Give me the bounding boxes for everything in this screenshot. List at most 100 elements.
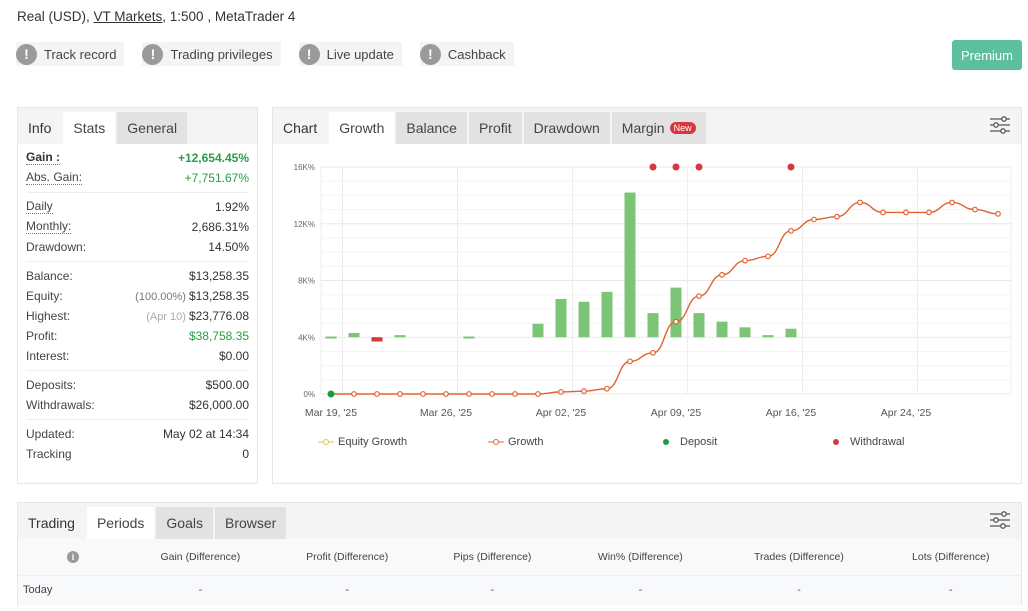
legend-deposit[interactable]: Deposit: [658, 436, 828, 448]
chart-legend: Equity Growth Growth Deposit Withdrawal: [318, 436, 904, 448]
deposits-row: Deposits: $500.00: [26, 375, 249, 395]
growth-point: [604, 385, 610, 392]
legend-equity-growth[interactable]: Equity Growth: [318, 436, 488, 448]
monthly-label[interactable]: Monthly:: [26, 219, 72, 234]
monthly-row: Monthly: 2,686.31%: [26, 217, 249, 237]
periods-table: i Gain (Difference) Profit (Difference) …: [18, 539, 1021, 605]
badge-label: Cashback: [447, 46, 506, 62]
premium-button[interactable]: Premium: [952, 40, 1022, 70]
withdrawal-marker: [695, 163, 703, 171]
withdrawal-marker: [649, 163, 657, 171]
divider: [26, 419, 249, 420]
tab-trading[interactable]: Trading: [28, 515, 75, 531]
column-trades[interactable]: Trades (Difference): [717, 539, 881, 575]
y-tick-label: 16K%: [294, 163, 315, 172]
growth-point: [397, 391, 403, 397]
drawdown-value: 14.50%: [208, 240, 249, 254]
daily-row: Daily 1.92%: [26, 197, 249, 217]
table-cell: -: [421, 574, 564, 605]
y-tick-label: 8K%: [298, 277, 315, 286]
column-profit[interactable]: Profit (Difference): [272, 539, 422, 575]
badge-trading-privileges[interactable]: ! Trading privileges: [142, 42, 281, 66]
profit-label: Profit:: [26, 329, 58, 343]
daily-bar: [762, 335, 774, 338]
growth-point: [581, 388, 587, 395]
daily-bar: [624, 192, 636, 338]
abs-gain-label[interactable]: Abs. Gain:: [26, 170, 83, 185]
tab-margin-label: Margin: [621, 120, 665, 136]
equity-label: Equity:: [26, 289, 63, 303]
column-pips[interactable]: Pips (Difference): [421, 539, 564, 575]
balance-label: Balance:: [26, 269, 73, 283]
profit-value: $38,758.35: [188, 329, 249, 343]
exclamation-icon: !: [419, 43, 441, 65]
drawdown-label: Drawdown:: [26, 240, 87, 254]
daily-label[interactable]: Daily: [26, 199, 53, 214]
settings-sliders-icon[interactable]: [989, 115, 1011, 135]
badge-live-update[interactable]: ! Live update: [298, 42, 402, 66]
balance-row: Balance: $13,258.35: [26, 266, 249, 286]
growth-point: [903, 209, 909, 216]
legend-growth[interactable]: Growth: [488, 436, 658, 448]
y-tick-label: 12K%: [294, 220, 315, 229]
growth-point: [765, 253, 771, 260]
growth-point: [834, 213, 840, 220]
broker-link[interactable]: VT Markets: [93, 9, 163, 24]
equity-value: $13,258.35: [188, 289, 249, 303]
growth-point: [673, 318, 679, 325]
table-header: i Gain (Difference) Profit (Difference) …: [18, 539, 1021, 575]
updated-row: Updated: May 02 at 14:34: [26, 424, 249, 444]
abs-gain-row: Abs. Gain: +7,751.67%: [26, 168, 249, 188]
exclamation-icon: !: [298, 43, 320, 65]
updated-label: Updated:: [26, 427, 75, 441]
legend-label: Withdrawal: [850, 436, 905, 448]
status-badges: ! Track record ! Trading privileges ! Live …: [16, 42, 514, 66]
column-gain[interactable]: Gain (Difference): [128, 539, 273, 575]
row-label: Today: [18, 574, 128, 605]
legend-withdrawal[interactable]: Withdrawal: [828, 436, 904, 448]
tab-drawdown[interactable]: Drawdown: [523, 112, 610, 144]
tab-general[interactable]: General: [117, 112, 188, 144]
tab-browser[interactable]: Browser: [215, 507, 287, 539]
highest-row: Highest: (Apr 10) $23,776.08: [26, 306, 249, 326]
trading-panel: Trading Periods Goals Browser i Gain (Di…: [17, 502, 1022, 605]
interest-label: Interest:: [26, 349, 70, 363]
withdrawal-dot-icon: [833, 439, 839, 445]
tab-stats[interactable]: Stats: [63, 112, 116, 144]
daily-bar: [325, 336, 337, 339]
x-tick-label: Apr 16, '25: [766, 407, 817, 419]
daily-bar: [394, 335, 406, 338]
table-cell: -: [717, 574, 881, 605]
daily-bar: [348, 332, 360, 338]
y-tick-label: 4K%: [298, 333, 315, 342]
settings-sliders-icon[interactable]: [989, 510, 1011, 530]
column-lots[interactable]: Lots (Difference): [880, 539, 1021, 575]
badge-track-record[interactable]: ! Track record: [16, 42, 125, 66]
balance-value: $13,258.35: [188, 269, 249, 283]
gain-label[interactable]: Gain :: [26, 150, 61, 165]
tab-info[interactable]: Info: [28, 120, 52, 136]
tab-growth[interactable]: Growth: [329, 112, 395, 144]
tab-goals[interactable]: Goals: [156, 507, 213, 539]
tab-balance[interactable]: Balance: [396, 112, 467, 144]
growth-point: [949, 199, 955, 206]
info-icon[interactable]: i: [67, 550, 79, 563]
growth-point: [995, 210, 1001, 217]
daily-bar: [532, 323, 544, 338]
tab-margin[interactable]: Margin New: [611, 112, 706, 144]
gain-value: +12,654.45%: [177, 151, 249, 165]
equity-row: Equity: (100.00%) $13,258.35: [26, 286, 249, 306]
tab-profit[interactable]: Profit: [468, 112, 522, 144]
badge-label: Live update: [326, 46, 394, 62]
table-row: Today - - - - - -: [18, 574, 1021, 605]
divider: [26, 192, 249, 193]
badge-cashback[interactable]: ! Cashback: [419, 42, 514, 66]
withdrawals-label: Withdrawals:: [26, 398, 95, 412]
chart-tabs: Chart Growth Balance Profit Drawdown Mar…: [273, 108, 1021, 144]
tab-chart[interactable]: Chart: [283, 120, 318, 136]
growth-point: [351, 391, 357, 397]
highest-value: $23,776.08: [188, 309, 249, 323]
info-panel: Info Stats General Gain : +12,654.45% Abs…: [17, 107, 258, 484]
tab-periods[interactable]: Periods: [86, 507, 155, 539]
column-win[interactable]: Win% (Difference): [563, 539, 718, 575]
